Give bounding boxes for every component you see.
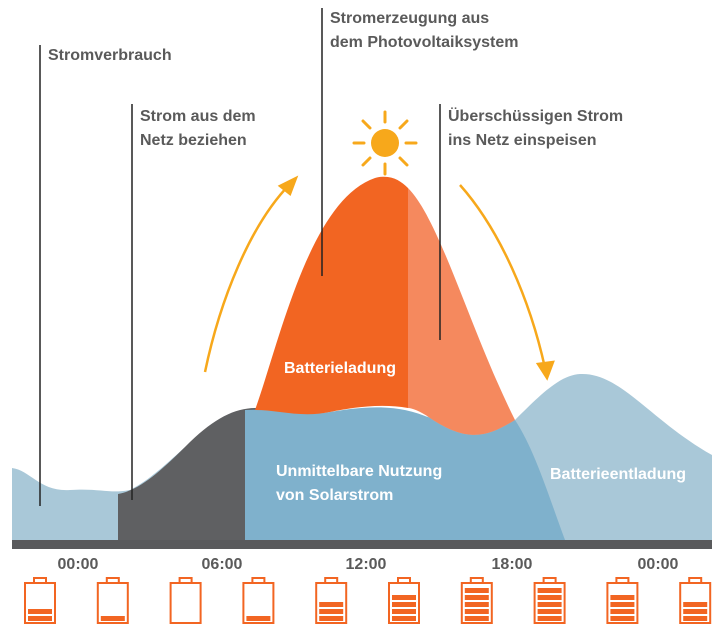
battery-bar (392, 609, 416, 614)
battery-bar (319, 616, 344, 621)
leader-lines (39, 8, 441, 506)
battery (388, 577, 420, 624)
battery (679, 577, 712, 624)
area-label: Unmittelbare Nutzung (276, 463, 442, 480)
time-label: 12:00 (346, 556, 387, 573)
time-label: 00:00 (638, 556, 679, 573)
battery-bar (100, 616, 125, 621)
grid-area (118, 408, 256, 540)
battery-bar (610, 616, 635, 621)
callout-label: Stromerzeugung aus (330, 10, 489, 27)
battery-bar (537, 602, 562, 607)
callout-label: Netz beziehen (140, 132, 247, 149)
battery (315, 577, 348, 624)
battery (242, 577, 275, 624)
export-area (408, 188, 515, 435)
battery (460, 577, 493, 624)
battery-bar (683, 602, 708, 607)
battery-bar (392, 595, 416, 600)
area-label: von Solarstrom (276, 487, 393, 504)
direct-use-area (245, 407, 565, 540)
battery-body (169, 582, 202, 624)
battery-bar (683, 609, 708, 614)
battery-bar (28, 616, 52, 621)
area-label: Batterieladung (284, 360, 396, 377)
battery-bar (464, 595, 489, 600)
battery-level (319, 602, 344, 621)
callout-label: dem Photovoltaiksystem (330, 34, 519, 51)
battery-bar (392, 602, 416, 607)
sun (352, 110, 418, 176)
battery (533, 577, 566, 624)
battery-bar (392, 616, 416, 621)
battery-level (610, 595, 635, 621)
battery-level (464, 588, 489, 621)
battery-bar (537, 616, 562, 621)
timeline (12, 540, 712, 549)
battery-bar (610, 602, 635, 607)
time-label: 18:00 (492, 556, 533, 573)
battery-level (537, 588, 562, 621)
battery (169, 577, 202, 624)
battery-bar (537, 609, 562, 614)
time-label: 06:00 (202, 556, 243, 573)
battery-bar (464, 588, 489, 593)
battery-bar (464, 602, 489, 607)
battery-bar (683, 616, 708, 621)
battery-bar (28, 609, 52, 614)
battery-level (28, 609, 52, 621)
callout-label: ins Netz einspeisen (448, 132, 597, 149)
battery-level (100, 616, 125, 621)
battery (96, 577, 129, 624)
time-label: 00:00 (58, 556, 99, 573)
battery-bar (610, 609, 635, 614)
area-label: Batterieentladung (550, 466, 686, 483)
battery (606, 577, 639, 624)
callout-label: Überschüssigen Strom (448, 106, 623, 125)
battery-bar (537, 595, 562, 600)
battery-bar (319, 602, 344, 607)
battery-bar (537, 588, 562, 593)
battery (24, 577, 56, 624)
battery-bar (464, 609, 489, 614)
charging-area (255, 176, 408, 415)
battery-level (683, 602, 708, 621)
battery-bar (610, 595, 635, 600)
battery-bar (246, 616, 271, 621)
callout-label: Stromverbrauch (48, 47, 172, 64)
callout-label: Strom aus dem (140, 108, 256, 125)
battery-bar (464, 616, 489, 621)
battery-level (392, 595, 416, 621)
battery-bar (319, 609, 344, 614)
arrows (203, 175, 555, 381)
battery-level (246, 616, 271, 621)
